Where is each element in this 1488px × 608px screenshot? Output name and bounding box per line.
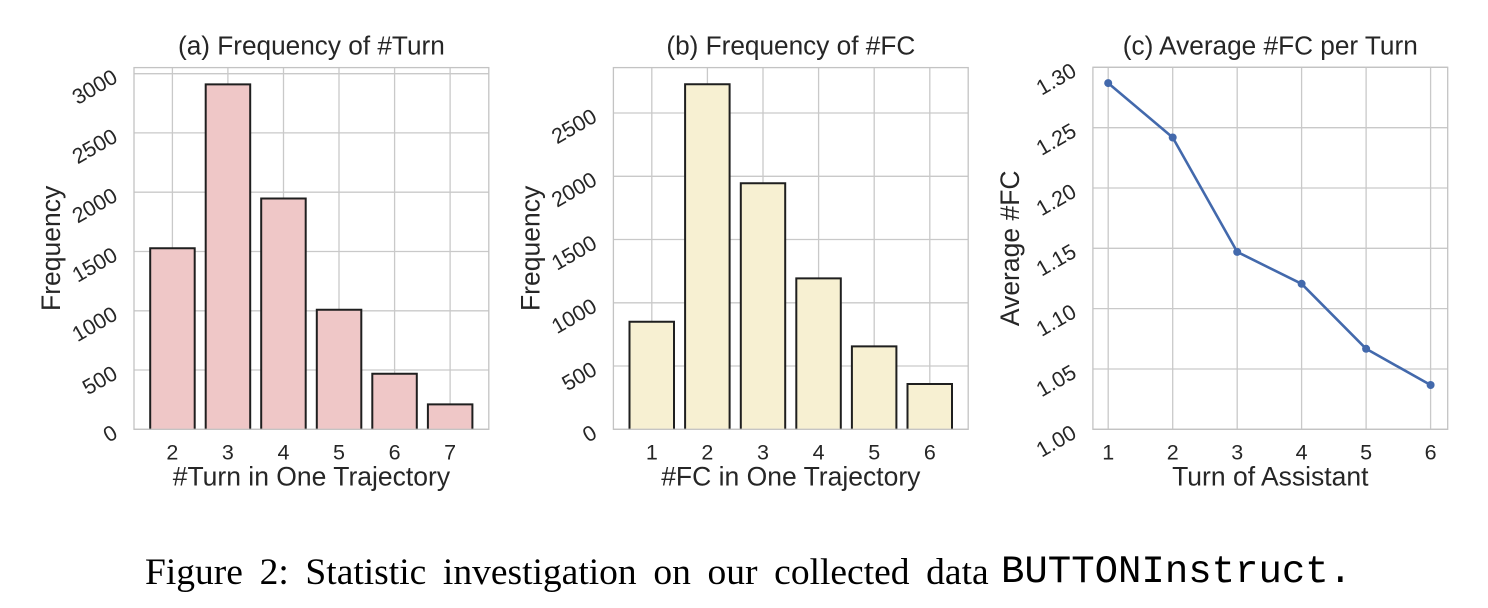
svg-text:3: 3 — [757, 441, 769, 465]
svg-text:(a) Frequency of #Turn: (a) Frequency of #Turn — [178, 31, 445, 61]
svg-text:#FC in One Trajectory: #FC in One Trajectory — [661, 461, 921, 491]
svg-text:3: 3 — [222, 441, 234, 465]
svg-text:3: 3 — [1231, 441, 1243, 465]
svg-text:5: 5 — [333, 441, 345, 465]
svg-text:Average #FC: Average #FC — [995, 170, 1025, 326]
svg-text:6: 6 — [389, 441, 401, 465]
svg-text:(b) Frequency of #FC: (b) Frequency of #FC — [666, 31, 915, 61]
svg-text:4: 4 — [813, 441, 825, 465]
svg-text:Turn of Assistant: Turn of Assistant — [1172, 461, 1369, 491]
svg-text:Frequency: Frequency — [515, 185, 545, 311]
svg-text:(c) Average #FC per Turn: (c) Average #FC per Turn — [1123, 31, 1418, 61]
svg-text:4: 4 — [278, 441, 290, 465]
svg-text:6: 6 — [924, 441, 936, 465]
svg-text:5: 5 — [868, 441, 880, 465]
svg-text:1: 1 — [646, 441, 658, 465]
svg-text:6: 6 — [1425, 441, 1437, 465]
svg-text:4: 4 — [1296, 441, 1308, 465]
svg-text:2: 2 — [701, 441, 713, 465]
svg-text:5: 5 — [1360, 441, 1372, 465]
svg-text:#Turn in One Trajectory: #Turn in One Trajectory — [173, 461, 451, 491]
svg-text:Frequency: Frequency — [36, 185, 66, 311]
svg-text:1: 1 — [1102, 441, 1114, 465]
svg-text:7: 7 — [444, 441, 456, 465]
svg-text:2: 2 — [1167, 441, 1179, 465]
svg-text:2: 2 — [166, 441, 178, 465]
